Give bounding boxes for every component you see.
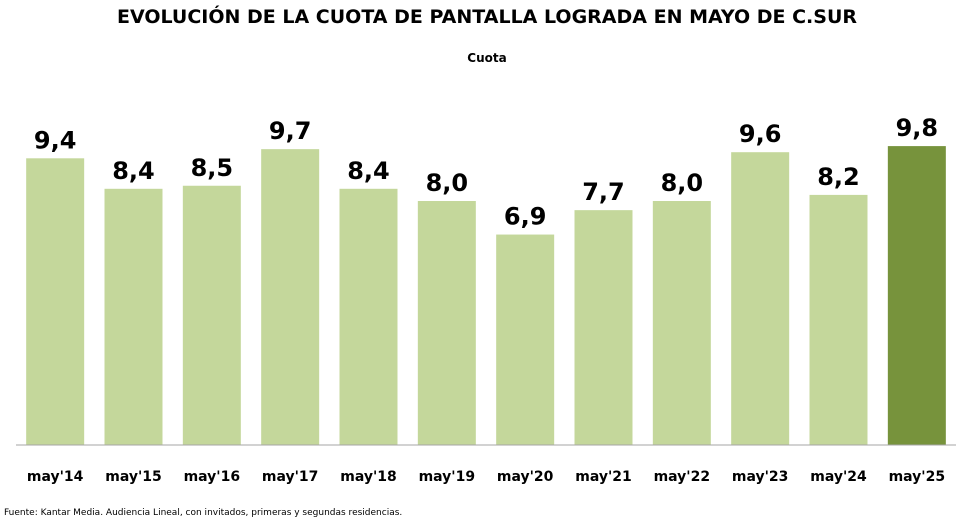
bar-may18 (339, 188, 398, 446)
x-tick-label-may18: may'18 (340, 469, 397, 485)
bar-may17 (261, 149, 320, 445)
bar-may15 (104, 188, 163, 446)
value-label-may17: 9,7 (269, 117, 312, 145)
bar-may23 (731, 152, 790, 445)
bar-may21 (574, 210, 633, 445)
bar-may16 (182, 185, 241, 445)
value-label-may20: 6,9 (504, 203, 547, 231)
x-tick-label-may24: may'24 (810, 469, 867, 485)
value-label-may16: 8,5 (191, 154, 234, 182)
x-tick-label-may19: may'19 (419, 469, 476, 485)
bar-may22 (652, 201, 711, 445)
bar-may24 (809, 194, 868, 445)
chart-title: EVOLUCIÓN DE LA CUOTA DE PANTALLA LOGRAD… (117, 4, 857, 28)
bars-group (26, 146, 946, 446)
x-tick-label-may25: may'25 (889, 469, 946, 485)
value-label-may25: 9,8 (896, 114, 939, 142)
x-tick-labels-group: may'14 may'15 may'16 may'17 may'18 may'19 may'… (27, 469, 945, 485)
bar-may20 (496, 234, 555, 445)
x-tick-label-may15: may'15 (105, 469, 162, 485)
bar-may14 (26, 158, 85, 446)
x-tick-label-may23: may'23 (732, 469, 789, 485)
x-tick-label-may20: may'20 (497, 469, 554, 485)
value-label-may22: 8,0 (661, 169, 704, 197)
chart-subtitle: Cuota (467, 51, 506, 65)
x-tick-label-may22: may'22 (654, 469, 711, 485)
value-label-may23: 9,6 (739, 120, 782, 148)
value-label-may21: 7,7 (582, 178, 625, 206)
x-tick-label-may17: may'17 (262, 469, 319, 485)
source-note: Fuente: Kantar Media. Audiencia Lineal, … (4, 508, 402, 518)
value-label-may24: 8,2 (817, 163, 860, 191)
value-labels-group: 9,4 8,4 8,5 9,7 8,4 8,0 6,9 7,7 8,0 9,6 8,2 9,8 (34, 114, 938, 230)
value-label-may15: 8,4 (112, 157, 155, 185)
bar-may25 (887, 146, 946, 445)
value-label-may14: 9,4 (34, 126, 77, 154)
x-tick-label-may16: may'16 (184, 469, 241, 485)
value-label-may18: 8,4 (347, 157, 390, 185)
value-label-may19: 8,0 (426, 169, 469, 197)
x-tick-label-may21: may'21 (575, 469, 632, 485)
bar-may19 (417, 201, 476, 445)
x-tick-label-may14: may'14 (27, 469, 84, 485)
